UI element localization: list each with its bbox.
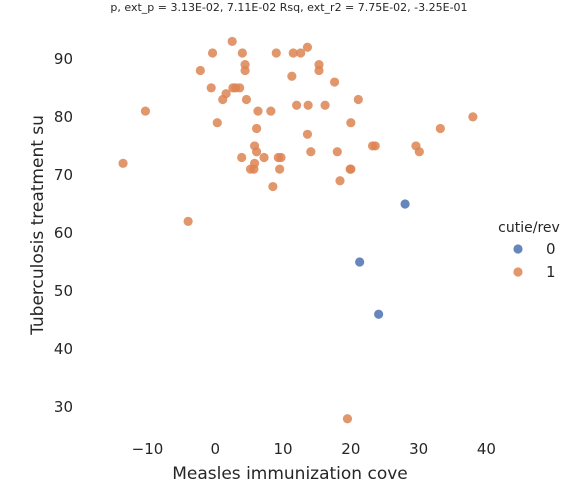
data-point-series-1 xyxy=(240,60,250,70)
data-point-series-0 xyxy=(355,257,365,267)
x-axis-ticks: −10 0 10 20 30 40 xyxy=(132,440,496,458)
data-point-series-1 xyxy=(140,106,151,116)
data-point-series-1 xyxy=(320,100,330,110)
data-point-series-1 xyxy=(237,152,247,163)
data-point-series-1 xyxy=(266,106,276,116)
y-axis-ticks: 30 40 50 60 70 80 90 xyxy=(54,50,73,416)
data-point-series-1 xyxy=(252,147,262,157)
data-point-series-1 xyxy=(435,123,445,134)
x-tick-label: 40 xyxy=(477,440,496,458)
data-point-series-1 xyxy=(227,36,237,47)
y-tick-label: 80 xyxy=(54,108,73,126)
data-point-series-1 xyxy=(287,71,297,81)
data-point-series-1 xyxy=(212,118,222,128)
data-point-series-1 xyxy=(275,164,285,174)
data-point-series-1 xyxy=(253,106,263,116)
data-point-series-1 xyxy=(342,414,353,424)
data-point-series-1 xyxy=(241,94,252,105)
data-point-series-1 xyxy=(314,65,324,76)
data-point-series-1 xyxy=(268,181,278,192)
data-point-series-1 xyxy=(259,152,269,163)
data-point-series-1 xyxy=(468,112,478,122)
x-axis-label: Measles immunization cove xyxy=(172,464,408,484)
data-point-series-1 xyxy=(207,48,218,58)
data-point-series-1 xyxy=(118,158,128,168)
data-point-series-1 xyxy=(370,141,380,151)
data-point-series-1 xyxy=(306,147,316,157)
data-point-series-1 xyxy=(296,48,306,58)
data-point-series-1 xyxy=(276,152,286,163)
data-point-series-0 xyxy=(400,199,410,209)
legend-title: cutie/rev xyxy=(498,220,560,236)
legend-label-0: 0 xyxy=(546,240,556,258)
data-point-series-1 xyxy=(303,100,313,110)
data-point-series-0 xyxy=(374,309,384,319)
chart-title: p, ext_p = 3.13E-02, 7.11E-02 Rsq, ext_r… xyxy=(110,1,467,14)
data-points xyxy=(118,36,478,424)
data-point-series-1 xyxy=(302,129,313,139)
data-point-series-1 xyxy=(288,48,298,58)
data-point-series-1 xyxy=(235,83,245,93)
y-tick-label: 60 xyxy=(54,224,73,242)
y-tick-label: 40 xyxy=(54,340,73,358)
data-point-series-1 xyxy=(206,83,216,93)
legend: cutie/rev 0 1 xyxy=(498,220,560,281)
x-tick-label: 0 xyxy=(210,440,220,458)
data-point-series-1 xyxy=(292,100,302,110)
data-point-series-1 xyxy=(249,158,260,168)
data-point-series-1 xyxy=(346,118,356,128)
legend-label-1: 1 xyxy=(546,263,556,281)
data-point-series-1 xyxy=(183,216,193,226)
data-point-series-1 xyxy=(252,123,262,134)
data-point-series-1 xyxy=(329,77,340,87)
data-point-series-1 xyxy=(332,147,342,157)
y-tick-label: 70 xyxy=(54,166,73,184)
data-point-series-1 xyxy=(346,164,356,174)
data-point-series-1 xyxy=(353,94,363,105)
data-point-series-1 xyxy=(271,48,281,58)
y-axis-label: Tuberculosis treatment su xyxy=(28,115,48,336)
y-tick-label: 30 xyxy=(54,398,73,416)
x-tick-label: 20 xyxy=(341,440,360,458)
x-tick-label: −10 xyxy=(132,440,164,458)
x-tick-label: 30 xyxy=(409,440,428,458)
legend-marker-1 xyxy=(513,267,523,277)
x-tick-label: 10 xyxy=(274,440,293,458)
legend-marker-0 xyxy=(513,244,523,254)
data-point-series-1 xyxy=(221,89,231,99)
data-point-series-1 xyxy=(335,176,345,186)
data-point-series-1 xyxy=(237,48,247,58)
data-point-series-1 xyxy=(302,42,313,52)
y-tick-label: 90 xyxy=(54,50,73,68)
data-point-series-1 xyxy=(195,65,205,76)
y-tick-label: 50 xyxy=(54,282,73,300)
data-point-series-1 xyxy=(414,147,424,157)
